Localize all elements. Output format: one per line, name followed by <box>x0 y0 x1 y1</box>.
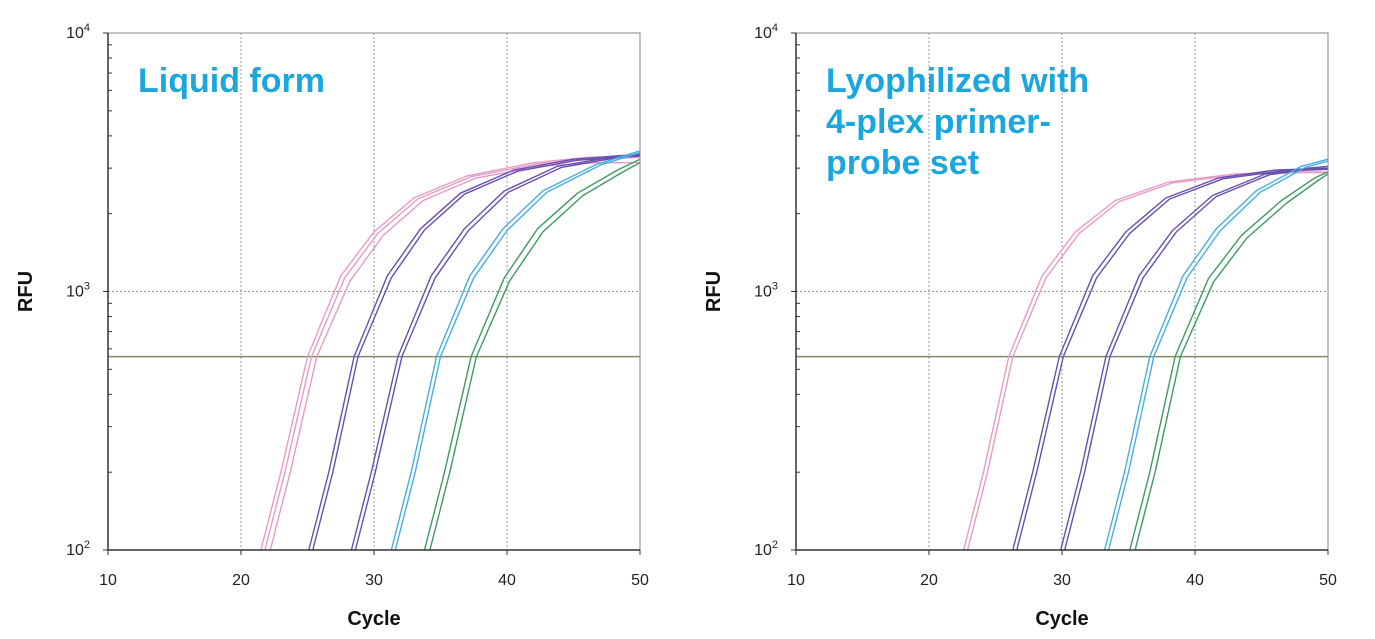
grid <box>796 33 1328 550</box>
y-axis-title: RFU <box>15 271 37 312</box>
series-group <box>260 150 640 550</box>
y-tick-exponent: 2 <box>84 539 90 551</box>
panel-label-line: Lyophilized with <box>826 62 1089 100</box>
panel-label: Liquid form <box>138 62 325 100</box>
panel-label-line: probe set <box>826 144 979 182</box>
x-tick-label: 20 <box>232 572 250 589</box>
series-line <box>390 150 640 550</box>
x-tick-label: 20 <box>920 572 938 589</box>
y-tick-exponent: 3 <box>84 281 90 293</box>
panel-label: Lyophilized with 4-plex primer-probe set <box>826 62 1089 182</box>
y-tick-label: 103 <box>754 281 778 301</box>
chart-panel-lyophilized: 10 20 30 40 50 102 103 104 Cycle RFU Lyophilized w… <box>688 0 1375 639</box>
y-tick-base: 10 <box>66 25 84 42</box>
y-tick-label: 102 <box>754 539 778 559</box>
y-tick-exponent: 3 <box>772 281 778 293</box>
series-line <box>962 171 1328 550</box>
y-tick-base: 10 <box>754 542 772 559</box>
y-tick-exponent: 4 <box>84 22 90 34</box>
panel-label-line: 4-plex primer- <box>826 103 1051 141</box>
y-tick-base: 10 <box>754 284 772 301</box>
x-tick-label: 40 <box>498 572 516 589</box>
y-tick-exponent: 2 <box>772 539 778 551</box>
series-line <box>350 154 640 550</box>
x-tick-label: 50 <box>1319 572 1337 589</box>
series-line <box>1107 160 1328 550</box>
x-axis-title: Cycle <box>1035 608 1088 630</box>
chart-panel-liquid: 10 20 30 40 50 102 103 104 Cycle RFU Liquid form <box>15 22 649 630</box>
x-tick-label: 50 <box>631 572 649 589</box>
series-line <box>429 162 640 550</box>
series-line <box>1060 165 1328 550</box>
series-line <box>1129 171 1328 550</box>
series-line <box>264 156 640 550</box>
series-line <box>1012 167 1328 550</box>
series-line <box>423 158 640 550</box>
series-line <box>312 155 640 550</box>
series-line <box>308 153 640 550</box>
y-tick-label: 102 <box>66 539 90 559</box>
x-tick-label: 30 <box>1053 572 1071 589</box>
series-line <box>1134 173 1328 550</box>
series-line <box>260 155 640 550</box>
panel-label-line: Liquid form <box>138 62 325 100</box>
series-line <box>394 151 640 550</box>
series-line <box>354 155 640 550</box>
series-line <box>1016 168 1328 550</box>
series-line <box>1103 158 1328 550</box>
x-axis-title: Cycle <box>347 608 400 630</box>
y-tick-label: 104 <box>754 22 778 42</box>
x-tick-label: 40 <box>1186 572 1204 589</box>
x-tick-label: 10 <box>787 572 805 589</box>
series-group <box>962 158 1328 550</box>
series-line <box>1064 167 1328 550</box>
x-tick-label: 10 <box>99 572 117 589</box>
grid <box>108 33 640 550</box>
y-tick-exponent: 4 <box>772 22 778 34</box>
y-tick-label: 103 <box>66 281 90 301</box>
y-axis-title: RFU <box>703 271 725 312</box>
y-tick-base: 10 <box>754 25 772 42</box>
y-tick-base: 10 <box>66 284 84 301</box>
x-tick-label: 30 <box>365 572 383 589</box>
series-line <box>966 171 1328 550</box>
y-tick-base: 10 <box>66 542 84 559</box>
y-tick-label: 104 <box>66 22 90 42</box>
